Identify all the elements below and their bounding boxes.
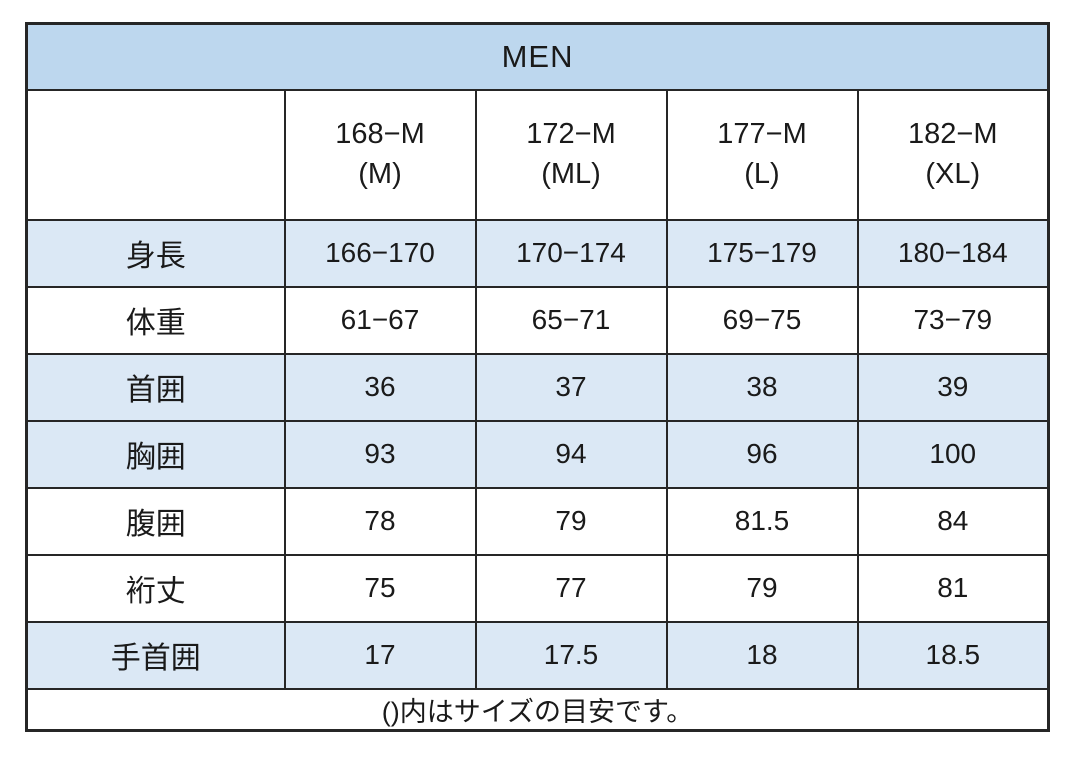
value-cell: 96 — [665, 419, 859, 489]
row-label: 体重 — [25, 285, 286, 355]
value-cell: 94 — [474, 419, 668, 489]
value-cell: 18 — [665, 620, 859, 690]
value-cell: 36 — [283, 352, 477, 422]
footnote-row: ()内はサイズの目安です。 — [25, 687, 1050, 731]
table-row: 腹囲 78 79 81.5 84 — [25, 486, 1050, 556]
value-cell: 100 — [856, 419, 1050, 489]
column-header-2: 172−M (ML) — [474, 88, 668, 221]
table-title-row: MEN — [25, 22, 1050, 91]
row-label: 腹囲 — [25, 486, 286, 556]
column-size-label: (ML) — [541, 157, 601, 190]
size-table-body: MEN 168−M (M) 172−M (ML) 177−M (L) 182−M (XL) 身… — [25, 22, 1050, 731]
value-cell: 81.5 — [665, 486, 859, 556]
value-cell: 79 — [665, 553, 859, 623]
column-code: 168−M — [335, 118, 425, 151]
value-cell: 65−71 — [474, 285, 668, 355]
value-cell: 17 — [283, 620, 477, 690]
column-size-label: (L) — [744, 157, 780, 190]
value-cell: 75 — [283, 553, 477, 623]
value-cell: 175−179 — [665, 218, 859, 288]
value-cell: 81 — [856, 553, 1050, 623]
value-cell: 18.5 — [856, 620, 1050, 690]
column-size-label: (XL) — [925, 157, 981, 190]
column-size-label: (M) — [358, 157, 402, 190]
column-code: 182−M — [908, 118, 998, 151]
value-cell: 84 — [856, 486, 1050, 556]
size-chart-table: MEN 168−M (M) 172−M (ML) 177−M (L) 182−M (XL) 身… — [25, 22, 1051, 732]
value-cell: 17.5 — [474, 620, 668, 690]
row-label: 裄丈 — [25, 553, 286, 623]
value-cell: 37 — [474, 352, 668, 422]
column-header-3: 177−M (L) — [665, 88, 859, 221]
table-row: 裄丈 75 77 79 81 — [25, 553, 1050, 623]
value-cell: 69−75 — [665, 285, 859, 355]
row-label: 身長 — [25, 218, 286, 288]
value-cell: 78 — [283, 486, 477, 556]
column-code: 172−M — [526, 118, 616, 151]
table-row: 手首囲 17 17.5 18 18.5 — [25, 620, 1050, 690]
value-cell: 73−79 — [856, 285, 1050, 355]
value-cell: 170−174 — [474, 218, 668, 288]
column-code: 177−M — [717, 118, 807, 151]
value-cell: 166−170 — [283, 218, 477, 288]
row-label: 手首囲 — [25, 620, 286, 690]
value-cell: 77 — [474, 553, 668, 623]
column-header-4: 182−M (XL) — [856, 88, 1050, 221]
row-label: 胸囲 — [25, 419, 286, 489]
table-row: 首囲 36 37 38 39 — [25, 352, 1050, 422]
value-cell: 38 — [665, 352, 859, 422]
column-header-row: 168−M (M) 172−M (ML) 177−M (L) 182−M (XL) — [25, 88, 1050, 221]
value-cell: 93 — [283, 419, 477, 489]
column-header-1: 168−M (M) — [283, 88, 477, 221]
table-title: MEN — [25, 22, 1050, 91]
footnote: ()内はサイズの目安です。 — [25, 687, 1050, 731]
value-cell: 39 — [856, 352, 1050, 422]
value-cell: 61−67 — [283, 285, 477, 355]
table-row: 体重 61−67 65−71 69−75 73−79 — [25, 285, 1050, 355]
value-cell: 79 — [474, 486, 668, 556]
row-label: 首囲 — [25, 352, 286, 422]
corner-cell — [25, 88, 286, 221]
table-row: 胸囲 93 94 96 100 — [25, 419, 1050, 489]
table-row: 身長 166−170 170−174 175−179 180−184 — [25, 218, 1050, 288]
value-cell: 180−184 — [856, 218, 1050, 288]
